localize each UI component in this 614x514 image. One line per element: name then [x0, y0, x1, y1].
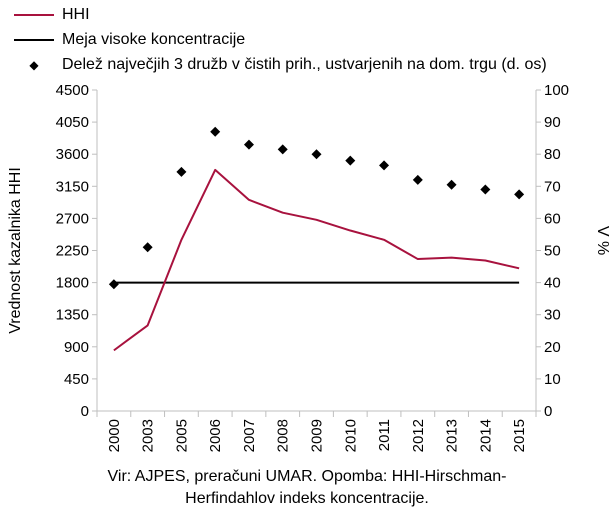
y-tick-label-left: 1800 — [56, 275, 89, 292]
x-tick-label: 2003 — [140, 419, 157, 452]
y-tick-label-right: 80 — [544, 146, 561, 163]
y-tick-label-right: 30 — [544, 307, 561, 324]
series-share-point — [176, 166, 187, 177]
legend-item-threshold: Meja visoke koncentracije — [14, 29, 245, 51]
y-tick-label-right: 90 — [544, 114, 561, 131]
y-tick-label-right: 40 — [544, 275, 561, 292]
caption-line-2: Herfindahlov indeks koncentracije. — [185, 490, 429, 507]
legend: HHI Meja visoke koncentracije ◆ Delež na… — [0, 0, 614, 80]
legend-share-diamond-icon: ◆ — [29, 58, 39, 72]
y-tick-label-right: 60 — [544, 210, 561, 227]
legend-item-hhi: HHI — [14, 4, 90, 26]
series-share-point — [446, 179, 457, 190]
x-tick-label: 2007 — [241, 419, 258, 452]
x-tick-label: 2006 — [207, 419, 224, 452]
legend-threshold-swatch — [14, 39, 54, 41]
series-share-point — [379, 160, 390, 171]
series-share-point — [311, 149, 322, 160]
legend-hhi-label: HHI — [62, 6, 90, 23]
y-tick-label-left: 2700 — [56, 210, 89, 227]
y-tick-label-right: 20 — [544, 339, 561, 356]
x-tick-label: 2010 — [342, 419, 359, 452]
legend-threshold-label: Meja visoke koncentracije — [62, 31, 246, 48]
y-tick-label-left: 1350 — [56, 307, 89, 324]
chart-plot: 0450900135018002250270031503600405045000… — [7, 82, 611, 452]
y-tick-label-right: 10 — [544, 371, 561, 388]
y-tick-label-left: 900 — [64, 339, 89, 356]
series-hhi-line — [113, 168, 520, 352]
y-tick-label-left: 4050 — [56, 114, 89, 131]
y-tick-label-right: 70 — [544, 178, 561, 195]
series-share-point — [108, 279, 119, 290]
series-share-point — [345, 155, 356, 166]
chart-caption: Vir: AJPES, preračuni UMAR. Opomba: HHI-… — [0, 466, 614, 510]
x-tick-label: 2014 — [477, 419, 494, 452]
x-tick-label: 2011 — [376, 419, 393, 451]
y-tick-label-left: 450 — [64, 371, 89, 388]
series-share-point — [480, 184, 491, 195]
series-share-point — [243, 139, 254, 150]
series-share-point — [142, 242, 153, 253]
series-share-point — [514, 189, 525, 200]
x-tick-label: 2005 — [173, 419, 190, 452]
legend-hhi-swatch — [14, 14, 54, 16]
legend-share-label: Delež največjih 3 družb v čistih prih., … — [62, 56, 547, 73]
series-share-point — [412, 174, 423, 185]
y-tick-label-left: 0 — [81, 403, 89, 420]
y-tick-label-right: 100 — [544, 82, 569, 99]
y-axis-title-right: V % — [594, 226, 611, 255]
x-tick-label: 2000 — [106, 419, 123, 452]
x-tick-label: 2009 — [309, 419, 326, 452]
y-tick-label-left: 4500 — [56, 82, 89, 99]
y-tick-label-left: 3600 — [56, 146, 89, 163]
x-tick-label: 2012 — [410, 419, 427, 452]
series-share-point — [277, 144, 288, 155]
x-tick-label: 2013 — [444, 419, 461, 452]
y-tick-label-right: 50 — [544, 243, 561, 260]
x-tick-label: 2008 — [275, 419, 292, 452]
x-tick-label: 2015 — [511, 419, 528, 452]
y-tick-label-left: 2250 — [56, 243, 89, 260]
y-tick-label-right: 0 — [544, 403, 552, 420]
series-share-point — [210, 126, 221, 137]
legend-item-share: ◆ Delež največjih 3 družb v čistih prih.… — [14, 54, 547, 76]
y-axis-title-left: Vrednost kazalnika HHI — [7, 167, 24, 334]
caption-line-1: Vir: AJPES, preračuni UMAR. Opomba: HHI-… — [107, 468, 507, 485]
y-tick-label-left: 3150 — [56, 178, 89, 195]
